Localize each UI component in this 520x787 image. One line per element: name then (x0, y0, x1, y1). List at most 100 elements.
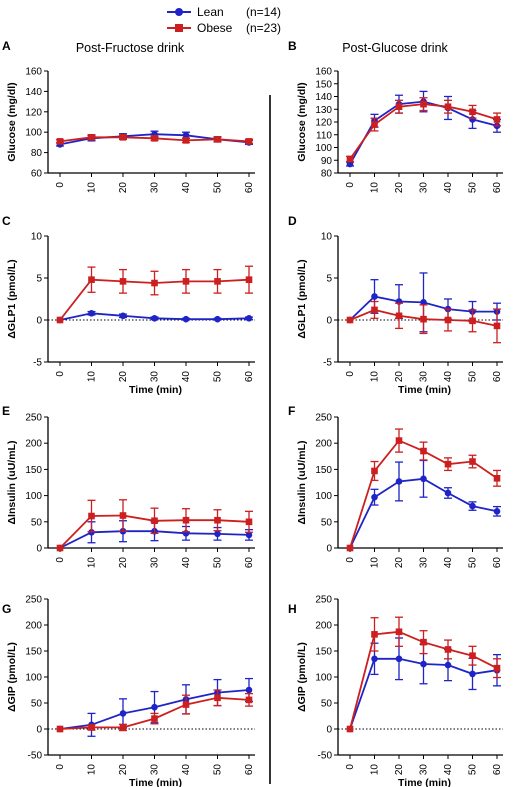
y-tick-label: 140 (25, 87, 42, 98)
data-point (395, 103, 403, 110)
data-point (371, 655, 378, 663)
data-point (245, 686, 253, 694)
data-point (151, 135, 158, 142)
y-tick-label: 60 (31, 169, 43, 180)
x-tick-label: 30 (150, 371, 161, 383)
x-tick-label: 20 (394, 182, 405, 194)
data-point (420, 447, 427, 455)
y-tick-label: 200 (25, 439, 42, 450)
y-tick-label: 250 (315, 413, 332, 424)
data-point (444, 489, 452, 497)
y-tick-label: 10 (31, 232, 43, 243)
x-tick-label: 20 (118, 182, 129, 194)
x-tick-label: 50 (213, 557, 224, 569)
x-tick-label: 10 (87, 557, 98, 569)
x-tick-label: 60 (492, 371, 503, 383)
y-tick-label: 150 (315, 79, 332, 90)
y-tick-label: 250 (25, 413, 42, 424)
x-tick-label: 60 (244, 764, 255, 776)
y-tick-label: 150 (25, 647, 42, 658)
x-tick-label: 50 (213, 371, 224, 383)
data-point (151, 703, 158, 711)
x-tick-label: 10 (370, 371, 381, 383)
data-point (182, 315, 190, 323)
y-tick-label: 200 (25, 621, 42, 632)
y-tick-label: -5 (33, 358, 42, 369)
data-point (88, 276, 95, 283)
data-point (119, 710, 127, 717)
x-tick-label: 10 (87, 764, 98, 776)
y-tick-label: 0 (326, 316, 332, 327)
y-tick-label: 5 (326, 274, 332, 285)
y-axis-label: ΔGLP1 (pmol/L) (6, 259, 18, 338)
x-tick-label: 0 (55, 557, 66, 563)
legend: Lean (n=14) Obese (n=23) (167, 5, 281, 35)
y-tick-label: 50 (31, 699, 43, 710)
data-point (371, 293, 378, 300)
data-point (182, 701, 190, 708)
data-point (346, 155, 354, 163)
y-tick-label: 0 (326, 544, 332, 555)
x-tick-label: 30 (150, 557, 161, 569)
x-tick-label: 40 (181, 371, 192, 383)
data-point (119, 278, 127, 285)
x-tick-label: 20 (118, 557, 129, 569)
panel-label: B (288, 39, 297, 53)
legend-marker-lean (175, 8, 183, 16)
data-point (346, 316, 354, 324)
data-point (371, 467, 378, 475)
x-tick-label: 20 (394, 557, 405, 569)
panel-f: F 0 50 100 150 200 250 0 10 20 30 40 50 60 ΔInsulin (u… (288, 404, 503, 568)
y-axis-label: ΔGIP (pmol/L) (6, 642, 18, 712)
x-tick-label: 30 (150, 182, 161, 194)
x-tick-label: 30 (419, 182, 430, 194)
data-point (371, 493, 378, 501)
x-tick-label: 60 (244, 557, 255, 569)
data-point (182, 278, 190, 285)
series-obese (346, 616, 501, 733)
panel-a: A 60 80 100 120 140 160 0 10 20 30 40 50 60 Glucose (m… (2, 39, 255, 193)
x-tick-label: 60 (244, 182, 255, 194)
panel-label: D (288, 214, 297, 228)
data-point (469, 108, 476, 116)
y-tick-label: 100 (315, 491, 332, 502)
x-tick-label: 30 (419, 371, 430, 383)
series-obese (56, 265, 253, 324)
x-tick-label: 0 (345, 182, 356, 188)
x-tick-label: 30 (150, 764, 161, 776)
series-obese (56, 499, 253, 552)
data-point (420, 299, 427, 306)
data-point (371, 631, 378, 638)
x-tick-label: 40 (443, 557, 454, 569)
data-point (346, 160, 354, 168)
y-tick-label: 80 (31, 148, 43, 159)
series-obese (346, 300, 501, 344)
data-point (420, 660, 427, 668)
y-tick-label: 0 (36, 544, 42, 555)
data-point (119, 512, 127, 519)
x-tick-label: 50 (213, 764, 224, 776)
y-tick-label: 100 (25, 491, 42, 502)
x-tick-label: 50 (468, 764, 479, 776)
data-point (151, 279, 158, 287)
y-axis-label: ΔGLP1 (pmol/L) (296, 259, 308, 338)
x-axis-label: Time (min) (129, 384, 182, 396)
x-tick-label: 10 (370, 182, 381, 194)
x-tick-label: 50 (468, 557, 479, 569)
panel-label: G (2, 602, 11, 616)
data-point (469, 502, 476, 510)
x-tick-label: 50 (213, 182, 224, 194)
series-lean (56, 309, 253, 324)
panel-label: H (288, 602, 297, 616)
y-tick-label: 140 (315, 92, 332, 103)
x-tick-label: 60 (492, 182, 503, 194)
x-tick-label: 10 (87, 182, 98, 194)
data-point (493, 116, 501, 123)
x-tick-label: 40 (181, 182, 192, 194)
y-tick-label: 50 (321, 517, 333, 528)
x-tick-label: 0 (55, 182, 66, 188)
x-tick-label: 30 (419, 764, 430, 776)
y-axis-label: Glucose (mg/dl) (6, 82, 18, 161)
